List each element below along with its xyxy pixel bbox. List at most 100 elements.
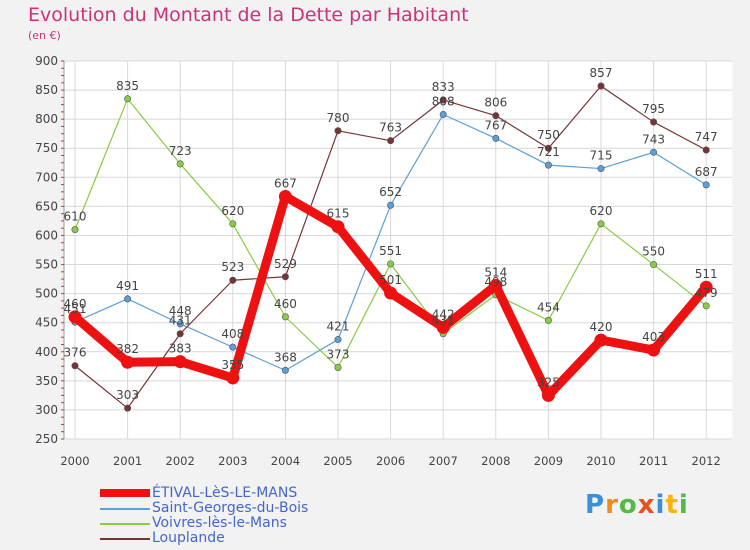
legend-swatch	[100, 489, 150, 497]
data-point	[597, 165, 605, 173]
y-tick-label: 750	[35, 141, 58, 155]
data-point	[281, 273, 289, 281]
legend-item: Louplande	[100, 531, 500, 546]
y-tick-label: 550	[35, 258, 58, 272]
data-label: 514	[484, 265, 507, 279]
data-label: 454	[537, 300, 560, 314]
data-point	[176, 330, 184, 338]
x-tick-label: 2008	[481, 454, 510, 468]
data-point	[176, 160, 184, 168]
logo-letter: P	[585, 490, 606, 520]
data-label: 808	[432, 95, 455, 109]
data-point	[229, 343, 237, 351]
data-point	[68, 310, 82, 324]
data-label: 723	[169, 144, 192, 158]
data-point	[492, 112, 500, 120]
legend-item: Saint-Georges-du-Bois	[100, 501, 500, 516]
data-label: 448	[169, 304, 192, 318]
data-point	[544, 161, 552, 169]
data-label: 835	[116, 79, 139, 93]
data-point	[387, 260, 395, 268]
data-point	[594, 333, 608, 347]
data-label: 383	[169, 342, 192, 356]
data-point	[699, 280, 713, 294]
data-point	[124, 295, 132, 303]
data-label: 721	[537, 145, 560, 159]
data-point	[439, 96, 447, 104]
legend: ÉTIVAL-LèS-LE-MANS Saint-Georges-du-Bois…	[100, 486, 500, 546]
data-label: 325	[537, 375, 560, 389]
x-tick-label: 2000	[60, 454, 89, 468]
data-label: 451	[64, 302, 87, 316]
data-point	[702, 302, 710, 310]
data-point	[334, 363, 342, 371]
data-label: 667	[274, 176, 297, 190]
y-tick-label: 650	[35, 199, 58, 213]
data-point	[176, 320, 184, 328]
y-tick-label: 500	[35, 287, 58, 301]
data-label: 715	[590, 149, 613, 163]
data-point	[173, 355, 187, 369]
y-tick-label: 400	[35, 345, 58, 359]
data-label: 501	[379, 273, 402, 287]
data-label: 460	[274, 297, 297, 311]
data-label: 420	[590, 320, 613, 334]
legend-swatch	[100, 523, 150, 525]
data-label: 382	[116, 342, 139, 356]
data-label: 403	[642, 330, 665, 344]
data-point	[226, 371, 240, 385]
data-point	[387, 201, 395, 209]
legend-swatch	[100, 538, 150, 540]
y-tick-label: 850	[35, 83, 58, 97]
data-label: 743	[642, 132, 665, 146]
data-label: 833	[432, 80, 455, 94]
data-label: 431	[169, 314, 192, 328]
data-point	[702, 146, 710, 154]
data-label: 431	[432, 314, 455, 328]
legend-item: ÉTIVAL-LèS-LE-MANS	[100, 486, 500, 501]
data-label: 620	[221, 204, 244, 218]
data-label: 795	[642, 102, 665, 116]
x-tick-label: 2007	[429, 454, 458, 468]
data-point	[650, 261, 658, 269]
data-label: 355	[221, 358, 244, 372]
y-tick-label: 900	[35, 54, 58, 68]
data-label: 652	[379, 185, 402, 199]
legend-swatch	[100, 508, 150, 510]
data-label: 620	[590, 204, 613, 218]
data-label: 610	[64, 210, 87, 224]
axes: 250 300 350 400 450 500 550 600 650 700 750 800 850 9…	[35, 54, 721, 468]
logo-letter: r	[605, 490, 619, 520]
x-tick-label: 2004	[271, 454, 300, 468]
data-label: 550	[642, 245, 665, 259]
data-point	[281, 366, 289, 374]
x-tick-label: 2011	[639, 454, 668, 468]
logo-letter: o	[618, 490, 638, 520]
data-point	[229, 220, 237, 228]
y-tick-label: 300	[35, 403, 58, 417]
data-point	[436, 320, 450, 334]
data-point	[124, 404, 132, 412]
y-tick-label: 700	[35, 170, 58, 184]
data-labels-layer: 460 382 383 355 667 615 501 442 514 325 420 403 511 4…	[64, 66, 718, 402]
data-label: 491	[116, 279, 139, 293]
data-label: 687	[695, 165, 718, 179]
legend-label: ÉTIVAL-LèS-LE-MANS	[152, 485, 298, 501]
y-tick-label: 600	[35, 228, 58, 242]
data-label: 303	[116, 388, 139, 402]
data-point	[281, 313, 289, 321]
data-point	[647, 343, 661, 357]
data-point	[278, 189, 292, 203]
data-point	[650, 148, 658, 156]
data-point	[544, 144, 552, 152]
data-point	[334, 336, 342, 344]
chart-title: Evolution du Montant de la Dette par Hab…	[28, 4, 469, 26]
y-tick-label: 250	[35, 432, 58, 446]
proxiti-logo: Proxiti	[585, 490, 689, 520]
data-label: 460	[64, 297, 87, 311]
data-label: 615	[327, 207, 350, 221]
data-label: 479	[695, 286, 718, 300]
series-layer	[68, 82, 713, 412]
legend-label: Saint-Georges-du-Bois	[152, 500, 309, 516]
x-tick-label: 2001	[113, 454, 142, 468]
